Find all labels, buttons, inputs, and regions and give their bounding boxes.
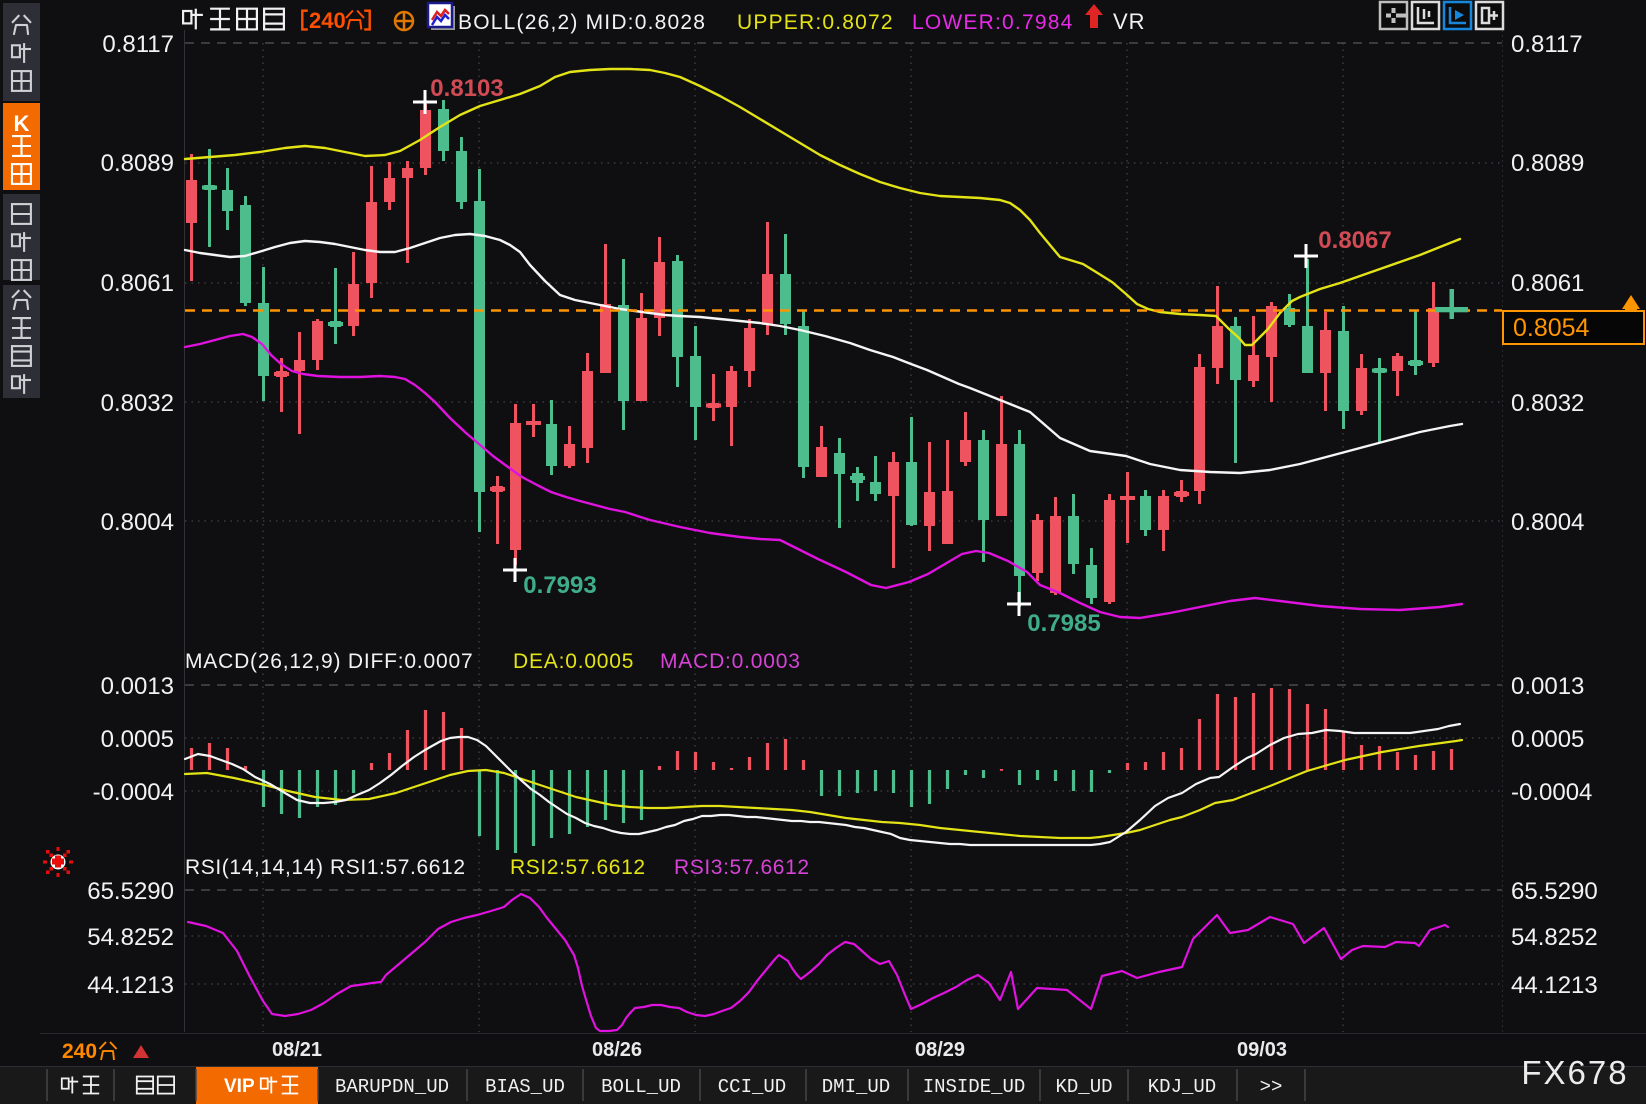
svg-text:INSIDE_UD: INSIDE_UD (923, 1076, 1026, 1098)
svg-text:DEA:0.0005: DEA:0.0005 (513, 650, 634, 673)
svg-text:240: 240 (309, 8, 346, 33)
svg-text:08/29: 08/29 (915, 1039, 965, 1061)
svg-text:0.0005: 0.0005 (1511, 726, 1584, 753)
svg-text:0.8061: 0.8061 (1511, 270, 1584, 297)
svg-text:65.5290: 65.5290 (87, 878, 174, 905)
svg-text:0.8032: 0.8032 (101, 390, 174, 417)
svg-text:54.8252: 54.8252 (1511, 924, 1598, 951)
svg-text:BIAS_UD: BIAS_UD (485, 1076, 565, 1098)
svg-text:BOLL_UD: BOLL_UD (601, 1076, 681, 1098)
svg-text:0.8061: 0.8061 (101, 270, 174, 297)
svg-text:44.1213: 44.1213 (1511, 972, 1598, 999)
svg-text:08/21: 08/21 (272, 1039, 322, 1061)
svg-text:0.8054: 0.8054 (1513, 314, 1590, 342)
svg-text:0.8117: 0.8117 (1511, 31, 1583, 58)
svg-text:0.8032: 0.8032 (1511, 390, 1584, 417)
svg-text:DMI_UD: DMI_UD (822, 1076, 890, 1098)
svg-text:RSI(14,14,14) RSI1:57.6612: RSI(14,14,14) RSI1:57.6612 (185, 856, 466, 879)
svg-text:MACD:0.0003: MACD:0.0003 (660, 650, 801, 673)
svg-text:CCI_UD: CCI_UD (718, 1076, 786, 1098)
svg-text:>>: >> (1260, 1076, 1283, 1098)
svg-text:54.8252: 54.8252 (87, 924, 174, 951)
svg-text:0.8103: 0.8103 (430, 75, 503, 102)
svg-text:BARUPDN_UD: BARUPDN_UD (335, 1076, 449, 1098)
svg-text:KDJ_UD: KDJ_UD (1148, 1076, 1216, 1098)
svg-text:240: 240 (62, 1040, 97, 1063)
svg-text:09/03: 09/03 (1237, 1039, 1287, 1061)
svg-text:44.1213: 44.1213 (87, 972, 174, 999)
svg-text:0.7993: 0.7993 (523, 572, 596, 599)
svg-text:KD_UD: KD_UD (1055, 1076, 1112, 1098)
svg-text:0.8089: 0.8089 (101, 150, 174, 177)
svg-text:BOLL(26,2) MID:0.8028: BOLL(26,2) MID:0.8028 (458, 11, 706, 34)
svg-text:VIP: VIP (224, 1076, 255, 1097)
svg-text:MACD(26,12,9) DIFF:0.0007: MACD(26,12,9) DIFF:0.0007 (185, 650, 473, 673)
svg-text:-0.0004: -0.0004 (93, 779, 174, 806)
svg-text:0.8117: 0.8117 (102, 31, 174, 58)
svg-text:LOWER:0.7984: LOWER:0.7984 (912, 11, 1073, 34)
svg-text:0.8004: 0.8004 (1511, 509, 1584, 536)
svg-text:K: K (14, 111, 30, 136)
svg-text:RSI2:57.6612: RSI2:57.6612 (510, 856, 646, 879)
svg-text:-0.0004: -0.0004 (1511, 779, 1592, 806)
svg-text:0.7985: 0.7985 (1027, 610, 1100, 637)
svg-text:FX678: FX678 (1521, 1054, 1628, 1091)
svg-text:VR: VR (1113, 9, 1146, 34)
svg-text:UPPER:0.8072: UPPER:0.8072 (737, 11, 894, 34)
svg-text:65.5290: 65.5290 (1511, 878, 1598, 905)
svg-text:0.8004: 0.8004 (101, 509, 174, 536)
svg-text:0.0013: 0.0013 (101, 673, 174, 700)
svg-text:08/26: 08/26 (592, 1039, 642, 1061)
svg-text:0.0013: 0.0013 (1511, 673, 1584, 700)
svg-text:0.0005: 0.0005 (101, 726, 174, 753)
svg-text:RSI3:57.6612: RSI3:57.6612 (674, 856, 810, 879)
svg-text:0.8089: 0.8089 (1511, 150, 1584, 177)
svg-text:0.8067: 0.8067 (1318, 227, 1391, 254)
